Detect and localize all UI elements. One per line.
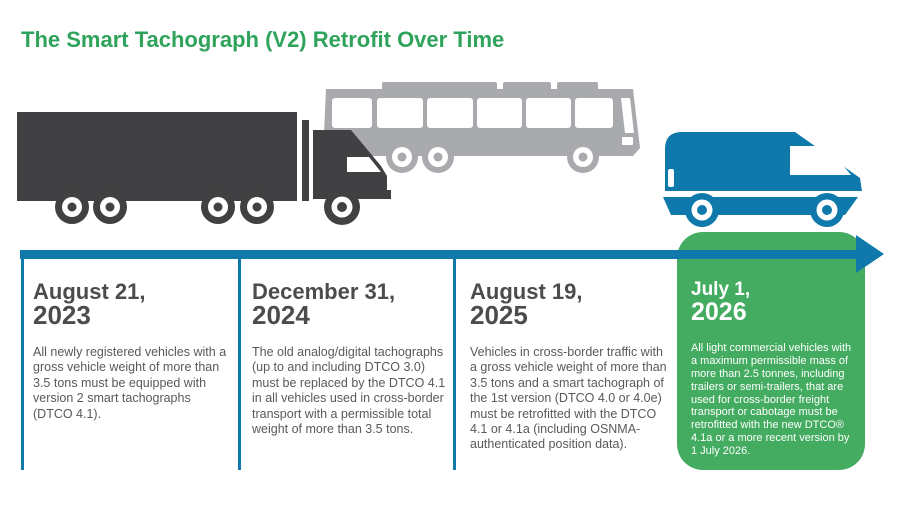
page-title: The Smart Tachograph (V2) Retrofit Over …	[21, 27, 505, 52]
milestone-2025: August 19, 2025 Vehicles in cross-border…	[470, 281, 670, 453]
highlight-box-2026	[677, 232, 865, 470]
milestone-description: Vehicles in cross-border traffic with a …	[470, 345, 667, 452]
milestone-date-line2: 2024	[252, 299, 310, 330]
milestone-divider-3	[453, 258, 456, 470]
van-icon	[663, 132, 862, 227]
milestone-date-line1: August 21,	[33, 279, 146, 304]
milestone-description: All newly registered vehicles with a gro…	[33, 345, 227, 421]
milestone-date: December 31, 2024	[252, 281, 451, 328]
milestone-2023: August 21, 2023 All newly registered veh…	[33, 281, 229, 422]
milestone-date: August 21, 2023	[33, 281, 229, 328]
milestone-date-line2: 2026	[691, 297, 747, 326]
milestone-date-line1: August 19,	[470, 279, 583, 304]
milestone-date: August 19, 2025	[470, 281, 670, 328]
timeline-arrow-head-icon	[856, 235, 884, 273]
milestone-date: July 1, 2026	[691, 279, 853, 326]
milestone-date-line1: December 31,	[252, 279, 396, 304]
milestone-divider-2	[238, 258, 241, 470]
milestone-2024: December 31, 2024 The old analog/digital…	[252, 281, 451, 437]
truck-icon	[17, 112, 391, 225]
milestone-date-line1: July 1,	[691, 279, 751, 300]
bus-icon	[323, 82, 640, 173]
milestone-date-line2: 2023	[33, 299, 91, 330]
milestone-date-line2: 2025	[470, 299, 528, 330]
milestone-divider-1	[21, 258, 24, 470]
milestone-description: All light commercial vehicles with a max…	[691, 342, 852, 457]
milestone-2026: July 1, 2026 All light commercial vehicl…	[691, 279, 853, 458]
milestone-description: The old analog/digital tachographs (up t…	[252, 345, 446, 436]
timeline-arrow-bar	[20, 250, 858, 259]
vehicles-illustration	[17, 82, 862, 227]
